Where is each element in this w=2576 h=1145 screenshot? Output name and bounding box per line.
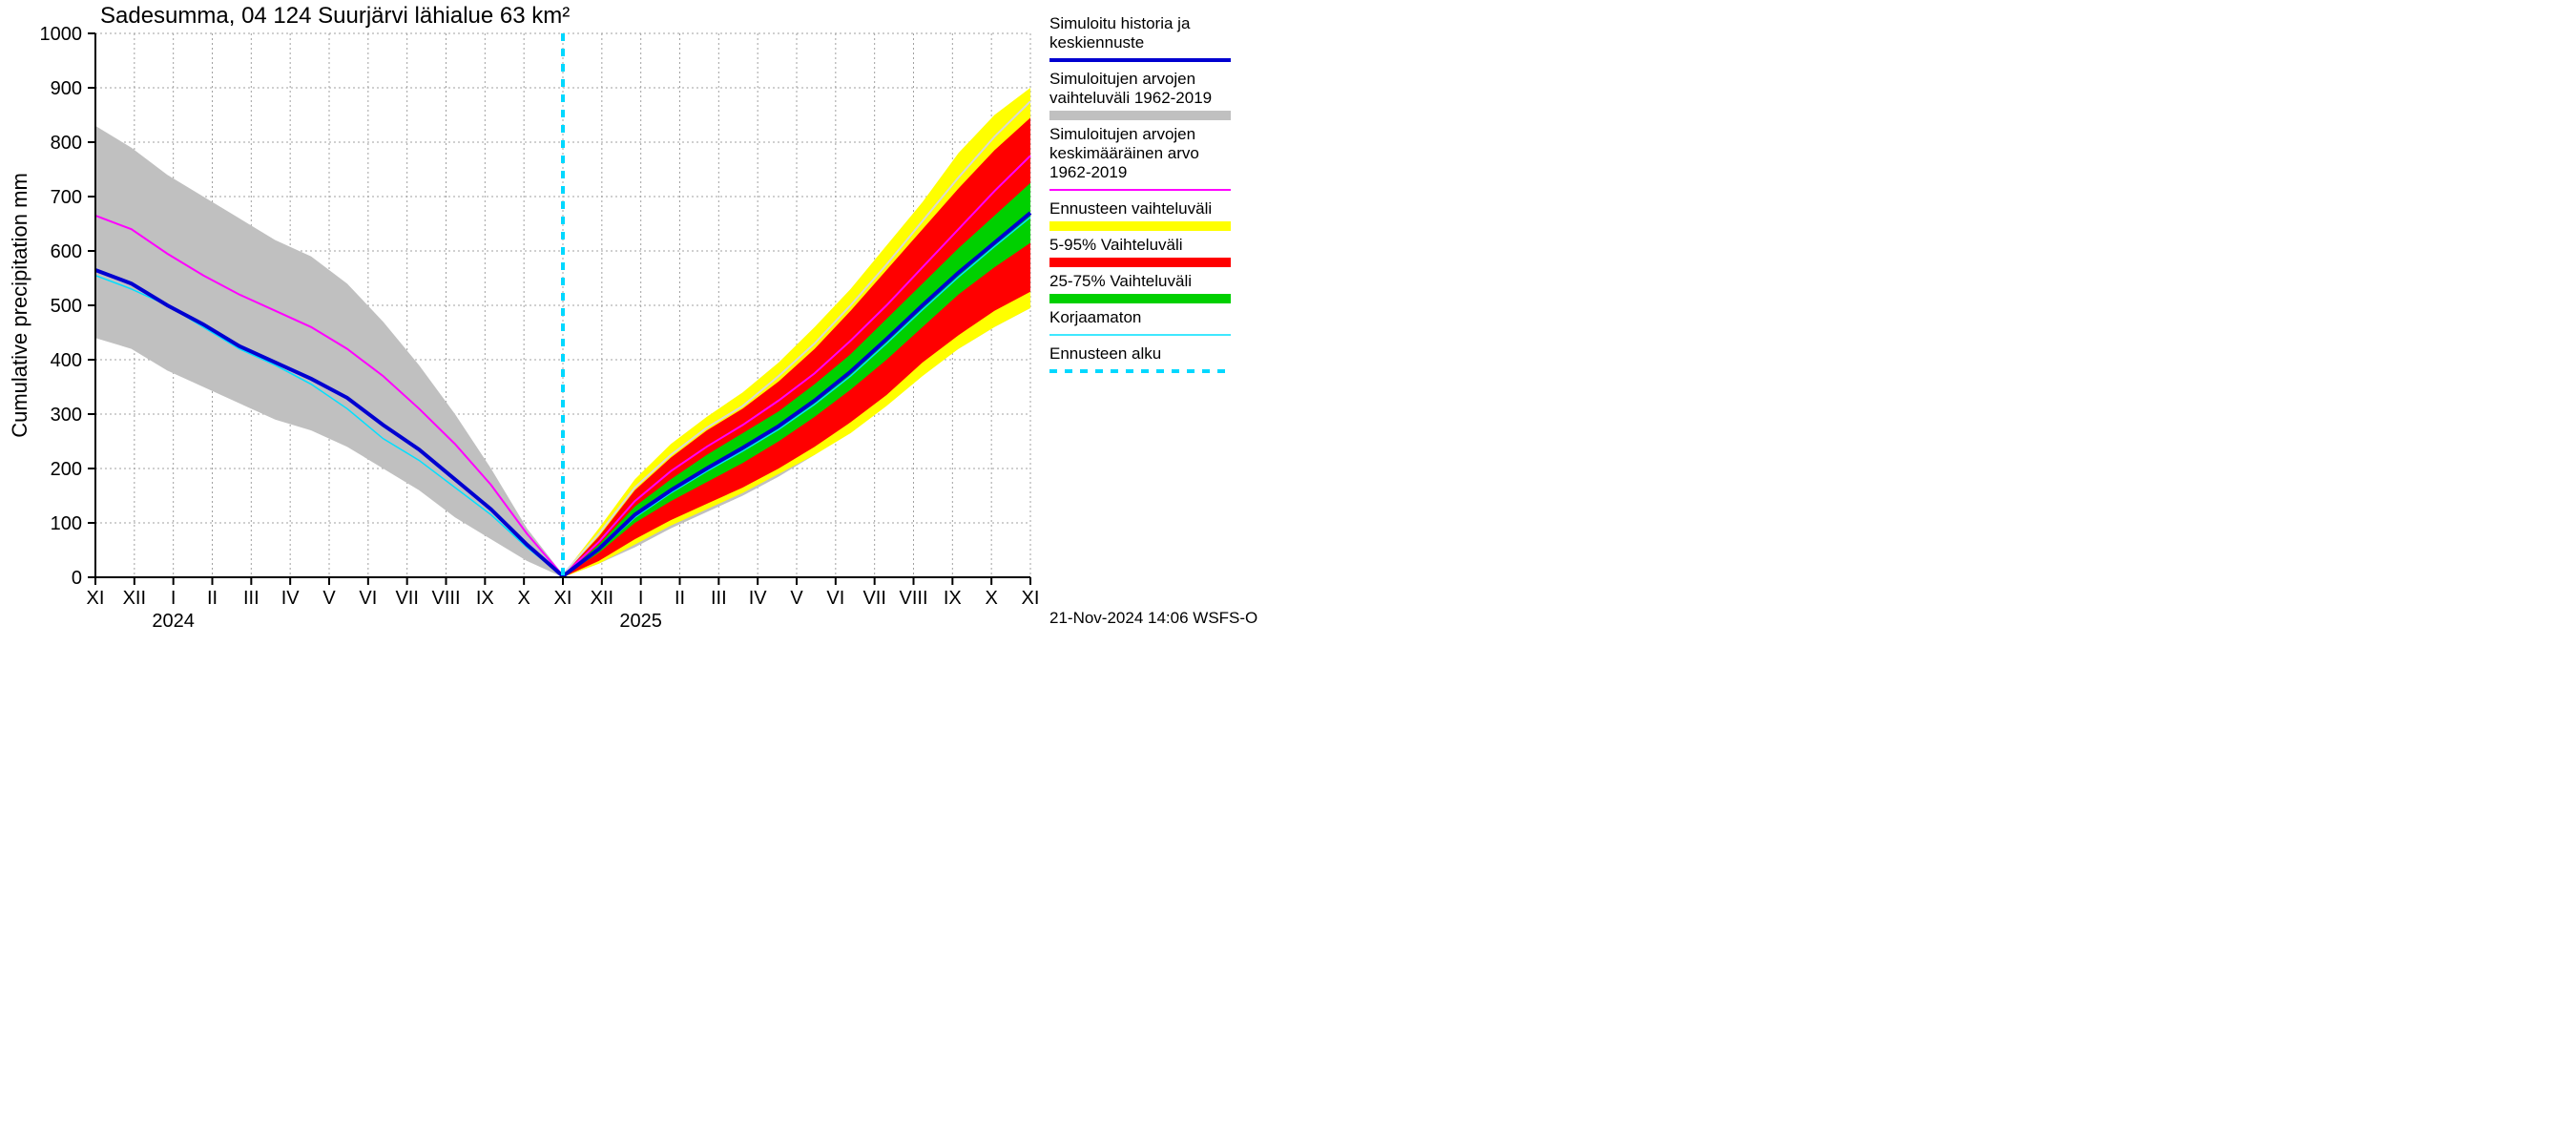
y-tick-label: 700 <box>51 187 82 208</box>
x-tick-label: IV <box>749 588 768 609</box>
x-tick-label: III <box>711 588 727 609</box>
y-tick-label: 300 <box>51 405 82 426</box>
x-tick-label: IV <box>281 588 301 609</box>
x-tick-label: II <box>675 588 685 609</box>
y-axis-label: Cumulative precipitation mm <box>8 173 31 438</box>
legend-label: Simuloitujen arvojen <box>1049 125 1195 143</box>
x-tick-label: II <box>207 588 218 609</box>
x-tick-label: X <box>517 588 530 609</box>
legend: Simuloitu historia jakeskiennuste Simuloi… <box>1049 14 1231 371</box>
x-tick-label: VIII <box>431 588 460 609</box>
y-tick-label: 600 <box>51 241 82 262</box>
x-tick-label: XII <box>591 588 613 609</box>
x-tick-label: I <box>638 588 644 609</box>
chart-title: Sadesumma, 04 124 Suurjärvi lähialue 63 … <box>100 3 570 29</box>
x-tick-label: VI <box>359 588 377 609</box>
y-tick-label: 500 <box>51 296 82 317</box>
x-tick-label: VIII <box>899 588 927 609</box>
legend-label: 1962-2019 <box>1049 163 1127 181</box>
x-year-label: 2024 <box>152 611 195 632</box>
legend-swatch <box>1049 221 1231 231</box>
y-tick-label: 800 <box>51 133 82 154</box>
x-tick-label: XI <box>554 588 572 609</box>
chart-footer: 21-Nov-2024 14:06 WSFS-O <box>1049 609 1257 627</box>
x-tick-label: IX <box>476 588 494 609</box>
legend-label: vaihteluväli 1962-2019 <box>1049 89 1212 107</box>
y-tick-label: 100 <box>51 513 82 534</box>
legend-label: 5-95% Vaihteluväli <box>1049 236 1183 254</box>
x-tick-label: V <box>790 588 803 609</box>
x-year-label: 2025 <box>619 611 662 632</box>
x-tick-label: V <box>322 588 336 609</box>
legend-swatch <box>1049 258 1231 267</box>
y-tick-label: 400 <box>51 350 82 371</box>
legend-label: 25-75% Vaihteluväli <box>1049 272 1192 290</box>
y-tick-label: 900 <box>51 78 82 99</box>
x-tick-label: XI <box>1022 588 1040 609</box>
x-tick-label: VII <box>862 588 885 609</box>
legend-label: keskiennuste <box>1049 33 1144 52</box>
x-tick-label: VI <box>826 588 844 609</box>
legend-label: Ennusteen alku <box>1049 344 1161 363</box>
legend-label: Ennusteen vaihteluväli <box>1049 199 1212 218</box>
y-tick-label: 0 <box>72 568 82 589</box>
x-tick-label: III <box>243 588 260 609</box>
x-tick-label: VII <box>395 588 418 609</box>
x-tick-label: XI <box>87 588 105 609</box>
x-tick-label: XII <box>123 588 146 609</box>
legend-label: keskimääräinen arvo <box>1049 144 1199 162</box>
x-tick-label: I <box>171 588 177 609</box>
legend-swatch <box>1049 111 1231 120</box>
legend-swatch <box>1049 294 1231 303</box>
legend-label: Korjaamaton <box>1049 308 1141 326</box>
x-tick-label: IX <box>944 588 962 609</box>
legend-label: Simuloitujen arvojen <box>1049 70 1195 88</box>
legend-label: Simuloitu historia ja <box>1049 14 1191 32</box>
precipitation-forecast-chart: 01002003004005006007008009001000XIXIIIII… <box>0 0 1460 649</box>
y-tick-label: 1000 <box>40 24 83 45</box>
x-tick-label: X <box>985 588 997 609</box>
y-tick-label: 200 <box>51 459 82 480</box>
